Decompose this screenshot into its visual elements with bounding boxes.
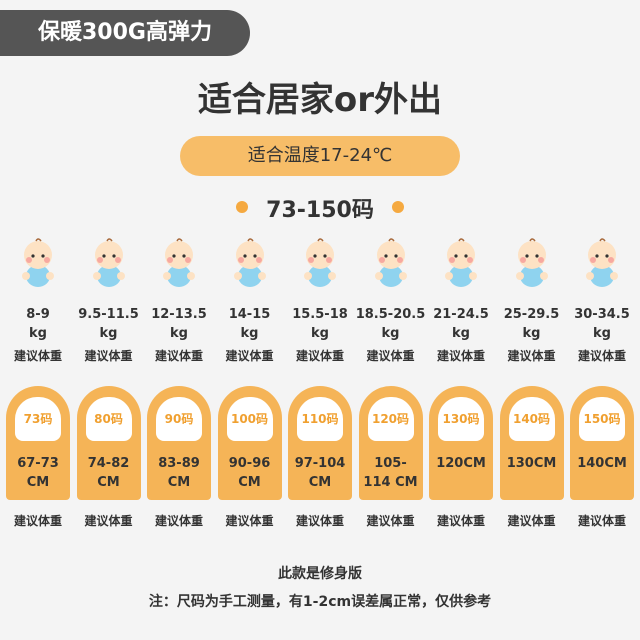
height: 105-114 CM [363,456,418,490]
size-label: 90码 [156,397,202,441]
weight-unit: kg [593,326,611,341]
badge: 保暖300G高弹力 [0,10,250,56]
weight-unit: kg [240,326,259,341]
weight-label: 建议体重 [436,349,485,363]
size-label: 80码 [85,397,132,441]
baby-icon [233,238,266,287]
dot [236,201,248,213]
size-card: 90码 83-89 CM [147,386,211,500]
height-label: 建议体重 [507,514,556,528]
size-card: 73码 67-73 CM [6,386,70,500]
weight: 18.5-20.5 [355,307,426,322]
weight-label: 建议体重 [295,349,344,363]
height: 130CM [506,456,557,471]
weight-unit: kg [522,326,541,341]
height: 67-73 CM [17,456,59,490]
baby-icon [92,238,125,287]
weight-unit: kg [452,326,470,341]
height-label: 建议体重 [84,514,133,528]
weight: 9.5-11.5 [78,307,139,322]
weight: 12-13.5 [151,307,207,322]
weight-label: 建议体重 [13,349,62,363]
height-label: 建议体重 [366,514,415,528]
size-label: 150码 [579,397,625,441]
size-card: 110码 97-104 CM [288,386,352,500]
weight: 30-34.5 [574,307,630,322]
height-label: 建议体重 [436,514,485,528]
height: 140CM [577,456,627,471]
weight-label: 建议体重 [154,349,203,363]
size-label: 73码 [15,397,61,441]
size-card: 130码 120CM [429,386,493,500]
size-card: 120码 105-114 CM [358,386,423,500]
height-label: 建议体重 [13,514,62,528]
weight-label: 建议体重 [225,349,274,363]
weight: 14-15 [228,307,271,322]
weight-label: 建议体重 [507,349,556,363]
height: 74-82 CM [87,456,130,490]
height-label: 建议体重 [577,514,626,528]
baby-icon [374,238,407,287]
note-title: 此款是修身版 [278,566,362,582]
note: 注：尺码为手工测量，有1-2cm误差属正常，仅供参考 [148,594,492,610]
weight-unit: kg [381,326,400,341]
size-card: 140码 130CM [499,386,564,500]
weight-label: 建议体重 [366,349,415,363]
weight-label: 建议体重 [577,349,626,363]
weight: 21-24.5 [433,307,489,322]
height-label: 建议体重 [154,514,203,528]
size-card: 100码 90-96 CM [217,386,282,500]
baby-icon [586,238,618,287]
height-label: 建议体重 [295,514,344,528]
height-label: 建议体重 [225,514,274,528]
title: 适合居家or外出 [197,80,443,120]
size-range: 73-150码 [266,198,374,223]
weight: 15.5-18 [292,307,348,322]
temperature: 适合温度17-24℃ [180,136,460,176]
dot [392,201,404,213]
height: 83-89 CM [158,456,200,490]
weight-unit: kg [311,326,329,341]
size-label: 130码 [438,397,484,441]
height: 97-104 CM [294,456,346,490]
size-label: 120码 [367,397,414,441]
weight-label: 建议体重 [84,349,133,363]
weight: 8-9 [26,307,50,322]
weight-unit: kg [29,326,47,341]
weight: 25-29.5 [503,307,560,322]
size-card: 150码 140CM [570,386,634,500]
height: 120CM [436,456,486,471]
height: 90-96 CM [228,456,271,490]
weight-unit: kg [170,326,188,341]
baby-icon [163,238,195,287]
baby-icon [22,238,54,287]
size-label: 110码 [297,397,343,441]
size-label: 140码 [508,397,555,441]
baby-icon [515,238,548,287]
size-label: 100码 [226,397,273,441]
weight-unit: kg [99,326,118,341]
size-card: 80码 74-82 CM [76,386,141,500]
baby-icon [445,238,477,287]
baby-icon [304,238,336,287]
